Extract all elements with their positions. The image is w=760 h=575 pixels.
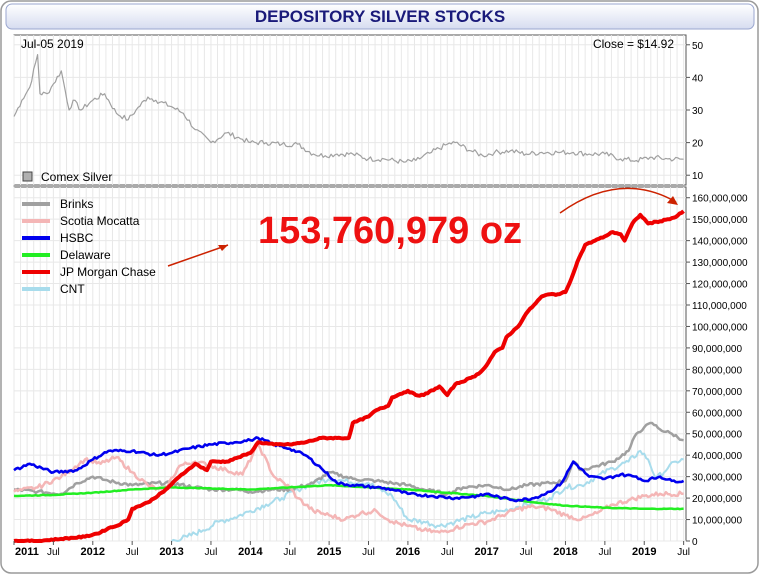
bottom-y-tick-label: 120,000,000 <box>692 280 748 291</box>
top-y-tick-label: 20 <box>692 139 704 150</box>
top-y-tick-label: 40 <box>692 73 704 84</box>
bottom-y-tick-label: 100,000,000 <box>692 322 748 333</box>
bottom-y-tick-label: 20,000,000 <box>692 494 742 505</box>
x-tick-label: 2018 <box>553 546 577 558</box>
callout-pointer-arrow <box>167 244 229 267</box>
bottom-y-axis: 0 10,000,000 20,000,000 30,000,000 40,000,00… <box>686 194 748 548</box>
bottom-y-tick-label: 80,000,000 <box>692 365 742 376</box>
comex-legend-swatch <box>22 171 33 182</box>
bottom-y-tick-label: 10,000,000 <box>692 516 742 527</box>
bottom-y-tick-label: 150,000,000 <box>692 215 748 226</box>
callout-pointer-arrowhead <box>218 245 228 251</box>
series-line-scotia-mocatta <box>13 443 684 534</box>
legend-label-brinks: Brinks <box>60 197 93 211</box>
legend-label-jp-morgan-chase: JP Morgan Chase <box>60 265 156 279</box>
x-tick-label: Jul <box>47 547 60 558</box>
legend: Brinks Scotia Mocatta HSBC Delaware JP Morga… <box>22 197 156 296</box>
x-tick-label: Jul <box>362 547 375 558</box>
x-tick-label: 2017 <box>474 546 498 558</box>
x-tick-label: 2013 <box>159 546 183 558</box>
x-tick-label: 2019 <box>632 546 656 558</box>
top-y-tick-label: 10 <box>692 171 704 182</box>
x-tick-label: 2016 <box>396 546 420 558</box>
series-line-hsbc <box>13 436 685 503</box>
bottom-y-tick-label: 70,000,000 <box>692 387 742 398</box>
bottom-series-layer <box>13 209 685 543</box>
comex-legend-label: Comex Silver <box>41 170 112 184</box>
legend-label-delaware: Delaware <box>60 248 111 262</box>
bottom-y-tick-label: 160,000,000 <box>692 194 748 205</box>
bottom-y-tick-label: 0 <box>692 537 698 548</box>
series-line-jp-morgan-chase <box>13 209 685 543</box>
top-series-layer <box>13 53 684 164</box>
curved-arrow <box>559 187 677 214</box>
x-tick-label: Jul <box>441 547 454 558</box>
x-tick-label: 2014 <box>238 546 263 558</box>
chart-title: DEPOSITORY SILVER STOCKS <box>255 7 505 26</box>
x-tick-label: Jul <box>205 547 218 558</box>
legend-label-cnt: CNT <box>60 282 85 296</box>
x-tick-label: Jul <box>598 547 611 558</box>
bottom-y-tick-label: 40,000,000 <box>692 451 742 462</box>
bottom-y-tick-label: 140,000,000 <box>692 237 748 248</box>
x-tick-label: Jul <box>126 547 139 558</box>
top-y-tick-label: 50 <box>692 41 704 52</box>
top-y-axis: 10 20 30 40 50 <box>686 41 704 182</box>
curved-arrowhead <box>667 196 678 205</box>
x-tick-label: Jul <box>283 547 296 558</box>
bottom-y-tick-label: 50,000,000 <box>692 430 742 441</box>
date-label: Jul-05 2019 <box>21 37 84 51</box>
x-tick-label: Jul <box>677 547 690 558</box>
x-tick-label: 2015 <box>317 546 341 558</box>
x-tick-label: 2011 <box>15 546 39 558</box>
title-bar <box>5 3 755 30</box>
top-y-tick-label: 30 <box>692 106 704 117</box>
bottom-y-tick-label: 130,000,000 <box>692 258 748 269</box>
top-panel: 10 20 30 40 50 Jul-05 2019 Close = $14.92 Co… <box>13 34 704 186</box>
bottom-y-tick-label: 110,000,000 <box>692 301 747 312</box>
bottom-y-tick-label: 60,000,000 <box>692 408 742 419</box>
bottom-panel: 0 10,000,000 20,000,000 30,000,000 40,000,00… <box>13 186 748 558</box>
x-tick-label: Jul <box>520 547 533 558</box>
x-axis: 2011 Jul 2012 Jul 2013 Jul 2014 Jul 2015 Jul 2016 J… <box>13 541 690 558</box>
bottom-y-tick-label: 90,000,000 <box>692 344 742 355</box>
series-line-comex-silver <box>13 53 684 164</box>
callout-value: 153,760,979 oz <box>258 210 522 252</box>
bottom-y-tick-label: 30,000,000 <box>692 473 742 484</box>
x-tick-label: 2012 <box>81 546 105 558</box>
bottom-grid <box>13 187 686 542</box>
legend-label-hsbc: HSBC <box>60 231 94 245</box>
legend-label-scotia-mocatta: Scotia Mocatta <box>60 214 140 228</box>
close-label: Close = $14.92 <box>593 37 674 51</box>
series-line-cnt <box>171 449 684 542</box>
